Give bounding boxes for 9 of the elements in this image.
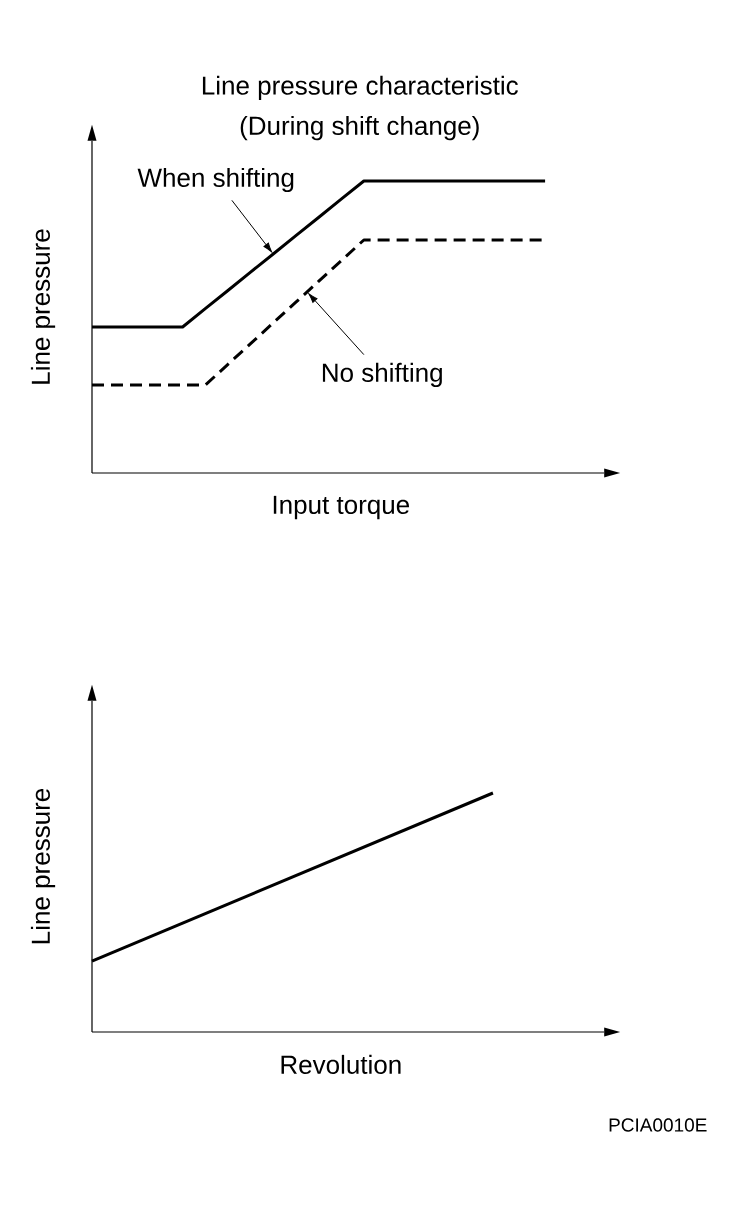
y-axis-title: Line pressure: [30, 229, 56, 384]
annotation: When shifting: [137, 167, 294, 193]
y-axis-title: Line pressure: [30, 788, 56, 944]
chart-subtitle: (During shift change): [240, 115, 479, 141]
annotation: No shifting: [322, 362, 442, 388]
x-axis-title: Input torque: [273, 495, 410, 520]
x-axis-title: Revolution: [281, 1054, 401, 1074]
text: PCIA0010E: [609, 1118, 707, 1132]
chart-title: Line pressure characteristic: [202, 75, 518, 100]
